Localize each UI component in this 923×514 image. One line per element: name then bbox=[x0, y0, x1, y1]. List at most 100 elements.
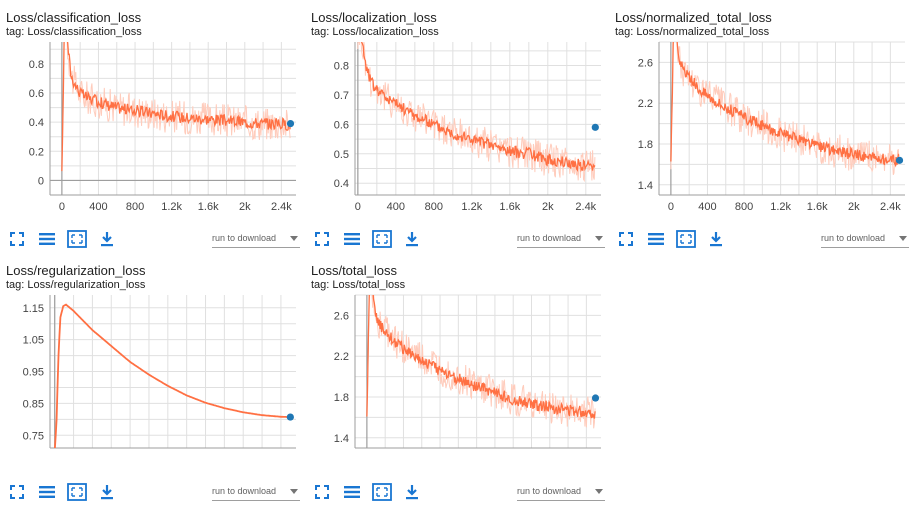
fit-domain-button[interactable] bbox=[371, 228, 393, 250]
y-tick-label: 2.6 bbox=[638, 57, 653, 69]
x-tick-label: 1.6k bbox=[807, 201, 828, 213]
last-value-point[interactable] bbox=[286, 413, 294, 421]
series-smoothed-line bbox=[670, 42, 900, 168]
fullscreen-icon bbox=[618, 231, 634, 247]
line-chart: 0.75 0.85 0.95 1.05 1.15 bbox=[23, 295, 296, 449]
run-to-download-select[interactable]: run to download bbox=[517, 230, 605, 248]
fullscreen-icon bbox=[9, 231, 25, 247]
chevron-down-icon bbox=[595, 236, 603, 241]
download-button[interactable] bbox=[401, 228, 423, 250]
y-tick-label: 0.6 bbox=[29, 88, 44, 100]
fullscreen-button[interactable] bbox=[311, 228, 333, 250]
run-to-download-select[interactable]: run to download bbox=[821, 230, 909, 248]
menu-lines-icon bbox=[343, 484, 361, 500]
run-select-label: run to download bbox=[821, 233, 886, 243]
last-value-point[interactable] bbox=[895, 156, 904, 164]
y-tick-label: 1.15 bbox=[23, 303, 44, 315]
menu-lines-button[interactable] bbox=[36, 228, 58, 250]
menu-lines-button[interactable] bbox=[36, 481, 58, 503]
fit-domain-button[interactable] bbox=[371, 481, 393, 503]
x-tick-label: 800 bbox=[126, 201, 144, 213]
menu-lines-button[interactable] bbox=[341, 481, 363, 503]
run-select-label: run to download bbox=[212, 486, 277, 496]
fullscreen-button[interactable] bbox=[311, 481, 333, 503]
x-tick-label: 1.6k bbox=[499, 201, 520, 213]
chevron-down-icon bbox=[290, 236, 298, 241]
line-chart: 1.4 1.8 2.2 2.6 0 400 800 1.2k 1.6k 2k 2.4k bbox=[638, 41, 905, 213]
x-tick-label: 2k bbox=[239, 201, 251, 213]
chart-toolbar: run to download bbox=[6, 228, 306, 250]
menu-lines-icon bbox=[647, 231, 665, 247]
x-tick-label: 2.4k bbox=[880, 201, 901, 213]
fullscreen-icon bbox=[9, 484, 25, 500]
download-button[interactable] bbox=[705, 228, 727, 250]
x-tick-label: 2k bbox=[542, 201, 554, 213]
fit-domain-button[interactable] bbox=[66, 228, 88, 250]
last-value-point[interactable] bbox=[591, 123, 599, 131]
chart-card-total-loss: Loss/total_loss tag: Loss/total_loss 1.4 1.… bbox=[311, 253, 611, 503]
download-icon bbox=[708, 231, 724, 247]
menu-lines-icon bbox=[38, 484, 56, 500]
chart-title: Loss/classification_loss bbox=[6, 10, 142, 25]
download-icon bbox=[404, 231, 420, 247]
series-raw-line bbox=[357, 42, 596, 183]
x-tick-label: 1.2k bbox=[461, 201, 482, 213]
chart-toolbar: run to download bbox=[615, 228, 915, 250]
fit-domain-button[interactable] bbox=[675, 228, 697, 250]
chart-card-regularization-loss: Loss/regularization_loss tag: Loss/regula… bbox=[6, 253, 306, 503]
chart-tag: tag: Loss/localization_loss bbox=[311, 26, 439, 38]
menu-lines-icon bbox=[38, 231, 56, 247]
chart-card-classification-loss: Loss/classification_loss tag: Loss/classi… bbox=[6, 0, 306, 250]
y-tick-label: 1.8 bbox=[334, 392, 349, 404]
chart-tag: tag: Loss/total_loss bbox=[311, 279, 406, 291]
series-smoothed-line bbox=[358, 42, 596, 173]
chart-tag: tag: Loss/regularization_loss bbox=[6, 279, 146, 291]
y-tick-label: 2.2 bbox=[638, 98, 653, 110]
x-tick-label: 2.4k bbox=[575, 201, 596, 213]
chevron-down-icon bbox=[290, 489, 298, 494]
y-tick-label: 0.5 bbox=[334, 149, 349, 161]
y-tick-label: 1.4 bbox=[638, 180, 653, 192]
run-to-download-select[interactable]: run to download bbox=[212, 230, 300, 248]
y-tick-label: 0.7 bbox=[334, 90, 349, 102]
download-icon bbox=[99, 231, 115, 247]
y-tick-label: 0.6 bbox=[334, 119, 349, 131]
fit-domain-icon bbox=[67, 230, 87, 248]
download-button[interactable] bbox=[401, 481, 423, 503]
chart-tag: tag: Loss/classification_loss bbox=[6, 26, 142, 38]
last-value-point[interactable] bbox=[591, 394, 600, 402]
download-button[interactable] bbox=[96, 481, 118, 503]
y-tick-label: 0.4 bbox=[334, 178, 349, 190]
fit-domain-icon bbox=[676, 230, 696, 248]
y-tick-label: 0 bbox=[38, 175, 44, 187]
fullscreen-button[interactable] bbox=[615, 228, 637, 250]
run-select-label: run to download bbox=[517, 486, 582, 496]
run-to-download-select[interactable]: run to download bbox=[517, 483, 605, 501]
y-tick-label: 0.8 bbox=[334, 61, 349, 73]
menu-lines-button[interactable] bbox=[645, 228, 667, 250]
x-tick-label: 400 bbox=[89, 201, 107, 213]
y-tick-label: 1.05 bbox=[23, 335, 44, 347]
last-value-point[interactable] bbox=[286, 120, 295, 128]
fit-domain-button[interactable] bbox=[66, 481, 88, 503]
y-tick-label: 1.8 bbox=[638, 139, 653, 151]
download-button[interactable] bbox=[96, 228, 118, 250]
chart-toolbar: run to download bbox=[6, 481, 306, 503]
x-tick-label: 800 bbox=[425, 201, 443, 213]
x-tick-label: 800 bbox=[735, 201, 753, 213]
x-tick-label: 1.2k bbox=[161, 201, 182, 213]
x-tick-label: 0 bbox=[59, 201, 65, 213]
chart-title: Loss/total_loss bbox=[311, 263, 397, 278]
fullscreen-button[interactable] bbox=[6, 228, 28, 250]
series-raw-line bbox=[61, 42, 291, 163]
chart-card-localization-loss: Loss/localization_loss tag: Loss/localiza… bbox=[311, 0, 611, 250]
run-to-download-select[interactable]: run to download bbox=[212, 483, 300, 501]
y-tick-label: 0.85 bbox=[23, 398, 44, 410]
y-tick-label: 2.2 bbox=[334, 351, 349, 363]
fullscreen-button[interactable] bbox=[6, 481, 28, 503]
chart-title: Loss/normalized_total_loss bbox=[615, 10, 772, 25]
run-select-label: run to download bbox=[517, 233, 582, 243]
menu-lines-button[interactable] bbox=[341, 228, 363, 250]
chart-toolbar: run to download bbox=[311, 481, 611, 503]
y-tick-label: 0.95 bbox=[23, 367, 44, 379]
